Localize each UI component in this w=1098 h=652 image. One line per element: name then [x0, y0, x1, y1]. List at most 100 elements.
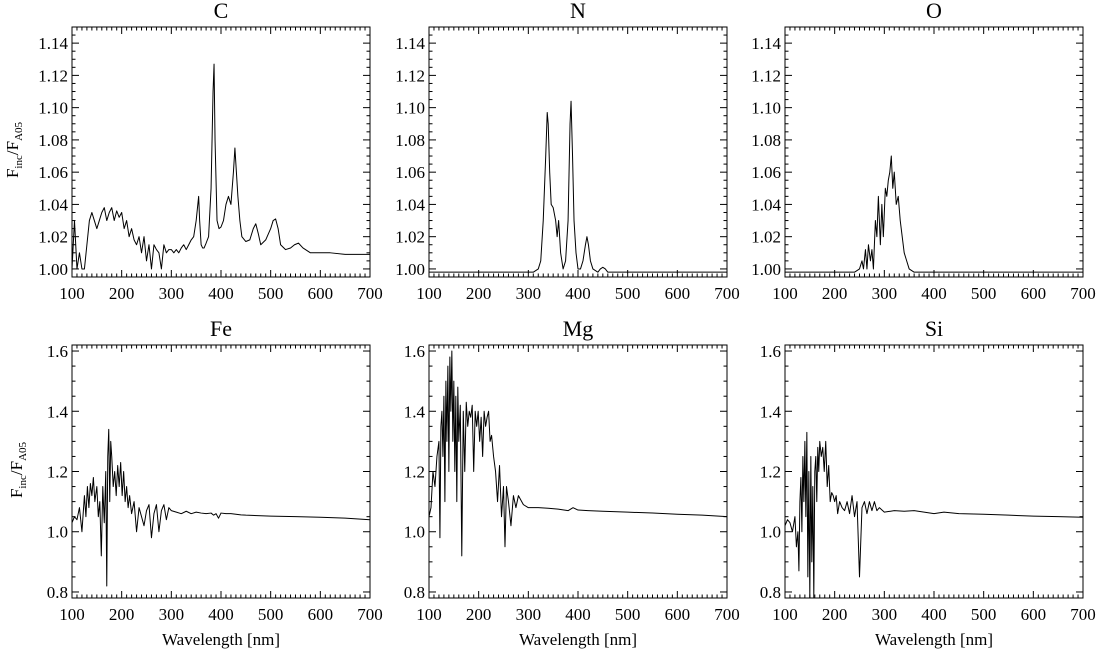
panel-3-x-tick-label: 300 — [872, 284, 898, 303]
panel-5-y-tick-label: 0.8 — [404, 583, 425, 602]
panel-6-y-tick-label: 1.0 — [760, 523, 781, 542]
panel-5-x-tick-label: 100 — [416, 605, 442, 624]
panel-4-y-tick-label: 1.2 — [47, 463, 68, 482]
panel-3-frame — [784, 26, 1084, 278]
panel-1-y-tick-label: 1.02 — [38, 228, 68, 247]
panel-3-x-tick-label: 600 — [1021, 284, 1047, 303]
panel-2-y-tick-label: 1.04 — [395, 195, 425, 214]
panel-1-x-tick-label: 100 — [59, 284, 85, 303]
panel-3-y-tick-label: 1.14 — [751, 34, 781, 53]
panel-1-frame — [71, 26, 371, 278]
panel-4-frame — [71, 344, 371, 599]
panel-1-y-tick-label: 1.08 — [38, 131, 68, 150]
panel-6-x-tick-label: 300 — [872, 605, 898, 624]
panel-6-title: Si — [925, 316, 943, 341]
panel-4-title: Fe — [210, 316, 232, 341]
y-axis-label-top: Finc/FA05 — [3, 121, 25, 178]
y-label-slash-top: /F — [3, 141, 22, 155]
panel-2-y-tick-label: 1.02 — [395, 228, 425, 247]
panel-4-x-tick-label: 600 — [308, 605, 334, 624]
panel-6-y-tick-label: 0.8 — [760, 583, 781, 602]
panel-3: O 100 200 300 400 500 600 700 1.00 1.02 1.04 1.06 1.… — [751, 0, 1096, 303]
panel-3-x-tick-label: 100 — [772, 284, 798, 303]
panel-4-y-tick-label: 0.8 — [47, 583, 68, 602]
panel-3-x-tick-label: 200 — [822, 284, 848, 303]
panel-4-y-tick-label: 1.0 — [47, 523, 68, 542]
panel-1-y-tick-label: 1.12 — [38, 66, 68, 85]
panel-6-x-tick-label: 400 — [921, 605, 947, 624]
panel-5: Mg 100 200 300 400 500 600 700 0.8 1.0 1.2 1.4 1.6 — [404, 316, 740, 624]
panel-5-y-tick-label: 1.4 — [404, 402, 426, 421]
panel-4-y-tick-label: 1.6 — [47, 342, 68, 361]
panel-5-x-tick-label: 700 — [714, 605, 740, 624]
panel-1: C 100 200 300 400 500 600 700 1.00 1.02 1.04 1.06 1.… — [38, 0, 383, 303]
panel-6-x-tick-label: 600 — [1021, 605, 1047, 624]
panel-1-y-tick-label: 1.06 — [38, 163, 68, 182]
panel-2-series-line — [429, 100, 727, 273]
panel-1-y-tick-label: 1.10 — [38, 99, 68, 118]
x-axis-label-panel-4: Wavelength [nm] — [162, 630, 280, 649]
x-axis-label-panel-5: Wavelength [nm] — [519, 630, 637, 649]
panel-5-series-line — [429, 350, 727, 557]
panel-4-x-tick-label: 300 — [159, 605, 185, 624]
panel-6-x-tick-label: 200 — [822, 605, 848, 624]
panel-1-y-tick-label: 1.00 — [38, 260, 68, 279]
y-label-sub1-top: inc — [13, 155, 25, 169]
panel-3-x-tick-label: 400 — [921, 284, 947, 303]
panel-4-x-tick-label: 500 — [258, 605, 284, 624]
panel-2-x-tick-label: 300 — [516, 284, 542, 303]
panels: C 100 200 300 400 500 600 700 1.00 1.02 1.04 1.06 1.… — [38, 0, 1096, 624]
y-label-sub2-bottom: A05 — [17, 441, 29, 460]
panel-2-y-tick-label: 1.12 — [395, 66, 425, 85]
panel-6-y-tick-label: 1.2 — [760, 463, 781, 482]
y-label-slash-bottom: /F — [7, 461, 26, 475]
panel-3-y-tick-label: 1.08 — [751, 131, 781, 150]
panel-4-x-tick-label: 400 — [208, 605, 234, 624]
panel-3-y-tick-label: 1.10 — [751, 99, 781, 118]
panel-1-y-tick-label: 1.14 — [38, 34, 68, 53]
panel-5-x-tick-label: 600 — [665, 605, 691, 624]
panel-1-x-tick-label: 400 — [208, 284, 234, 303]
panel-2-x-tick-label: 700 — [714, 284, 740, 303]
panel-5-x-tick-label: 500 — [615, 605, 641, 624]
y-axis-label-bottom: Finc/FA05 — [7, 441, 29, 498]
panel-4-x-tick-label: 200 — [109, 605, 135, 624]
panel-6-y-tick-label: 1.6 — [760, 342, 781, 361]
panel-6: Si 100 200 300 400 500 600 700 0.8 1.0 1.2 1.4 1.6 — [760, 316, 1096, 624]
panel-5-x-tick-label: 200 — [466, 605, 492, 624]
panel-2-x-tick-label: 600 — [665, 284, 691, 303]
panel-4-x-tick-label: 100 — [59, 605, 85, 624]
panel-2: N 100 200 300 400 500 600 700 1.00 1.02 1.04 1.06 1.… — [395, 0, 740, 303]
panel-4-series-line — [72, 428, 370, 587]
panel-3-x-tick-label: 700 — [1070, 284, 1096, 303]
panel-2-y-tick-label: 1.14 — [395, 34, 425, 53]
panel-1-x-tick-label: 700 — [357, 284, 383, 303]
panel-2-y-tick-label: 1.06 — [395, 163, 425, 182]
y-label-sub1-bottom: inc — [17, 475, 29, 489]
panel-3-y-tick-label: 1.00 — [751, 260, 781, 279]
panel-6-frame — [784, 344, 1084, 599]
panel-3-series-line — [785, 155, 1083, 273]
panel-1-title: C — [214, 0, 229, 23]
panel-2-x-tick-label: 100 — [416, 284, 442, 303]
panel-2-x-tick-label: 500 — [615, 284, 641, 303]
panel-3-title: O — [926, 0, 942, 23]
panel-2-x-tick-label: 400 — [565, 284, 591, 303]
panel-1-series-line — [72, 63, 370, 270]
panel-1-x-tick-label: 300 — [159, 284, 185, 303]
y-label-sub2-top: A05 — [13, 121, 25, 140]
panel-2-x-tick-label: 200 — [466, 284, 492, 303]
panel-6-series-line — [785, 431, 1083, 598]
panel-4: Fe 100 200 300 400 500 600 700 0.8 1.0 1.2 1.4 1.6 — [47, 316, 383, 624]
panel-5-y-tick-label: 1.2 — [404, 463, 425, 482]
panel-4-x-tick-label: 700 — [357, 605, 383, 624]
panel-6-y-tick-label: 1.4 — [760, 402, 782, 421]
panel-6-x-tick-label: 700 — [1070, 605, 1096, 624]
x-axis-label-panel-6: Wavelength [nm] — [875, 630, 993, 649]
panel-3-x-tick-label: 500 — [971, 284, 997, 303]
panel-2-title: N — [570, 0, 586, 23]
panel-3-y-tick-label: 1.02 — [751, 228, 781, 247]
panel-1-x-tick-label: 200 — [109, 284, 135, 303]
panel-5-x-tick-label: 400 — [565, 605, 591, 624]
